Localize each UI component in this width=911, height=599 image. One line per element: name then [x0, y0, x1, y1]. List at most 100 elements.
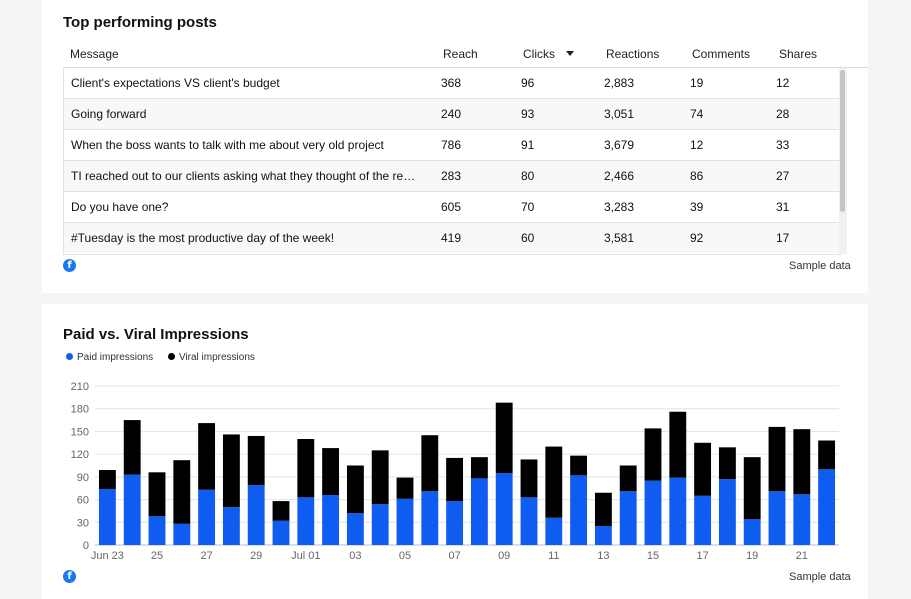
cell-message: Client's expectations VS client's budget	[71, 76, 280, 90]
bar-paid	[222, 507, 240, 545]
bar-viral	[545, 446, 563, 518]
cell-reach: 368	[441, 76, 462, 90]
bar-paid	[619, 491, 637, 545]
chart-legend: Paid impressions Viral impressions	[66, 352, 267, 363]
bar-viral	[470, 457, 488, 479]
x-tick-label: 17	[696, 550, 708, 562]
bar-viral	[619, 465, 637, 492]
bar-viral	[198, 423, 216, 490]
y-tick-label: 60	[77, 495, 89, 507]
cell-shares: 12	[776, 76, 790, 90]
cell-shares: 31	[776, 200, 790, 214]
cell-comments: 86	[690, 169, 704, 183]
x-tick-label: 25	[151, 550, 163, 562]
legend-dot-paid	[66, 353, 73, 360]
x-tick-label: 03	[349, 550, 361, 562]
cell-reactions: 2,466	[604, 169, 635, 183]
column-header-clicks[interactable]: Clicks	[523, 47, 555, 61]
bar-paid	[247, 485, 265, 545]
bar-paid	[198, 489, 216, 545]
bar-viral	[793, 429, 811, 495]
bar-viral	[272, 501, 290, 521]
column-header-reach[interactable]: Reach	[443, 47, 478, 61]
cell-reach: 786	[441, 138, 462, 152]
y-tick-label: 30	[77, 517, 89, 529]
bar-paid	[446, 501, 464, 545]
cell-clicks: 80	[521, 169, 535, 183]
cell-clicks: 60	[521, 231, 535, 245]
facebook-icon: f	[63, 570, 76, 583]
cell-reactions: 2,883	[604, 76, 635, 90]
cell-reach: 419	[441, 231, 462, 245]
cell-message: TI reached out to our clients asking wha…	[71, 169, 416, 183]
x-tick-label: 13	[597, 550, 609, 562]
bar-viral	[148, 472, 166, 517]
cell-comments: 39	[690, 200, 704, 214]
bar-viral	[694, 442, 712, 496]
column-header-comments[interactable]: Comments	[692, 47, 751, 61]
cell-comments: 12	[690, 138, 704, 152]
bar-paid	[322, 495, 340, 545]
cell-reach: 240	[441, 107, 462, 121]
scroll-thumb[interactable]	[840, 70, 845, 212]
cell-shares: 17	[776, 231, 790, 245]
cell-comments: 19	[690, 76, 704, 90]
bar-viral	[718, 447, 736, 480]
cell-message: When the boss wants to talk with me abou…	[71, 138, 384, 152]
table-header: Message Reach Clicks Reactions Comments …	[63, 38, 868, 68]
legend-item-viral[interactable]: Viral impressions	[167, 352, 255, 363]
legend-label-viral: Viral impressions	[178, 352, 255, 363]
table-row[interactable]: TI reached out to our clients asking wha…	[64, 161, 841, 192]
sample-data-label: Sample data	[789, 571, 851, 583]
cell-shares: 27	[776, 169, 790, 183]
sort-descending-icon[interactable]	[566, 51, 574, 56]
bar-paid	[768, 491, 786, 545]
x-tick-label: 11	[548, 550, 559, 562]
cell-comments: 92	[690, 231, 704, 245]
bar-viral	[396, 477, 414, 499]
cell-reactions: 3,581	[604, 231, 635, 245]
x-tick-label: Jul 01	[291, 550, 320, 562]
column-header-reactions[interactable]: Reactions	[606, 47, 660, 61]
legend-label-paid: Paid impressions	[77, 352, 154, 363]
column-header-shares[interactable]: Shares	[779, 47, 818, 61]
bar-viral	[247, 435, 265, 486]
table-row[interactable]: When the boss wants to talk with me abou…	[64, 130, 841, 161]
table-row[interactable]: Going forward 240 93 3,051 74 28	[64, 99, 841, 130]
bar-paid	[743, 519, 761, 545]
cell-reactions: 3,679	[604, 138, 635, 152]
table-body: Client's expectations VS client's budget…	[63, 68, 841, 255]
y-tick-label: 120	[71, 449, 89, 461]
table-row[interactable]: #Tuesday is the most productive day of t…	[64, 223, 841, 253]
legend-item-paid[interactable]: Paid impressions	[66, 352, 153, 363]
bar-paid	[570, 475, 588, 545]
bar-viral	[173, 460, 191, 524]
x-tick-label: 21	[796, 550, 808, 562]
cell-reach: 605	[441, 200, 462, 214]
cell-reactions: 3,283	[604, 200, 635, 214]
bar-viral	[570, 455, 588, 476]
card-title: Top performing posts	[63, 14, 217, 31]
bar-paid	[818, 469, 836, 545]
bar-viral	[222, 434, 240, 508]
bar-paid	[545, 517, 563, 545]
bar-paid	[718, 479, 736, 545]
table-row[interactable]: Client's expectations VS client's budget…	[64, 68, 841, 99]
bar-paid	[421, 491, 439, 545]
x-tick-label: 15	[647, 550, 659, 562]
bar-viral	[346, 465, 364, 514]
cell-clicks: 91	[521, 138, 535, 152]
bar-viral	[123, 420, 141, 475]
bar-viral	[421, 435, 439, 492]
y-tick-label: 180	[71, 404, 89, 416]
cell-reactions: 3,051	[604, 107, 635, 121]
table-row[interactable]: Do you have one? 605 70 3,283 39 31	[64, 192, 841, 223]
table-scrollbar[interactable]	[839, 68, 847, 254]
chart-title: Paid vs. Viral Impressions	[63, 326, 249, 343]
bar-viral	[322, 448, 340, 496]
bar-viral	[371, 450, 389, 505]
column-header-message[interactable]: Message	[70, 47, 119, 61]
x-tick-label: Jun 23	[91, 550, 124, 562]
bar-viral	[446, 457, 464, 502]
impressions-chart: 0 30 60 90 120 150 180 210 Jun 23 25 27 29 Jul 01 03 0…	[71, 381, 839, 562]
